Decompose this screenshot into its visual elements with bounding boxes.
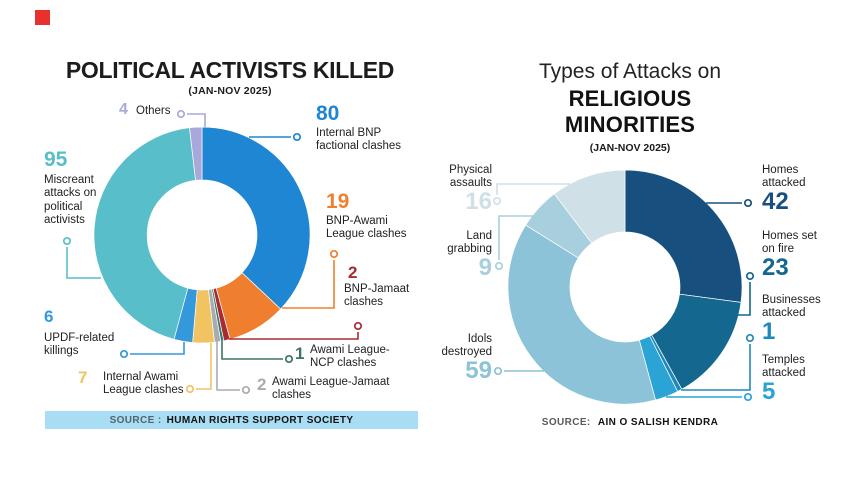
value-others: 4 bbox=[119, 101, 128, 118]
left-source-prefix: SOURCE : bbox=[109, 414, 162, 426]
brand-red-square bbox=[35, 10, 50, 25]
label-updf-related-killings: UPDF-related killings bbox=[44, 332, 115, 358]
label-others: Others bbox=[136, 105, 171, 117]
left-chart-title: POLITICAL ACTIVISTS KILLED bbox=[65, 57, 395, 83]
connector-physical-assaults bbox=[496, 183, 570, 195]
marker-idols-destroyed bbox=[493, 366, 503, 376]
right-chart-title-line1: Types of Attacks on bbox=[538, 60, 722, 83]
marker-homes-attacked bbox=[743, 198, 753, 208]
value-awami-league-jamaat-clashes: 2 bbox=[257, 375, 267, 394]
right-chart-subtitle: (JAN-NOV 2025) bbox=[589, 142, 671, 154]
right-source-name: AIN O SALISH KENDRA bbox=[597, 417, 719, 428]
marker-land-grabbing bbox=[494, 261, 504, 271]
label-temples-attacked: Temples attacked bbox=[762, 354, 806, 380]
label-physical-assaults: Physical assaults bbox=[449, 164, 492, 190]
connector-bnp-jamaat-clashes bbox=[229, 332, 359, 340]
label-internal-bnp-factional-clashes: Internal BNP factional clashes bbox=[316, 127, 402, 153]
connector-others bbox=[187, 113, 206, 127]
left-chart-subtitle: (JAN-NOV 2025) bbox=[188, 85, 272, 97]
value-updf-related-killings: 6 bbox=[44, 307, 54, 326]
segment-homes-attacked bbox=[624, 169, 743, 303]
connector-bnp-awami-league-clashes bbox=[282, 260, 335, 309]
value-bnp-jamaat-clashes: 2 bbox=[348, 263, 358, 282]
right-chart-title-line3: MINORITIES bbox=[564, 112, 696, 137]
label-businesses-attacked: Businesses attacked bbox=[762, 294, 821, 320]
label-homes-attacked: Homes attacked bbox=[762, 164, 806, 190]
value-homes-set-on-fire: 23 bbox=[762, 254, 789, 281]
value-awami-league-ncp-clashes: 1 bbox=[295, 344, 305, 363]
left-source-bar: SOURCE : HUMAN RIGHTS SUPPORT SOCIETY bbox=[45, 411, 418, 429]
value-physical-assaults: 16 bbox=[465, 188, 492, 215]
marker-internal-awami-league-clashes bbox=[185, 384, 195, 394]
value-homes-attacked: 42 bbox=[762, 188, 789, 215]
marker-physical-assaults bbox=[492, 196, 502, 206]
value-idols-destroyed: 59 bbox=[465, 357, 492, 384]
connector-internal-awami-league-clashes bbox=[196, 343, 212, 390]
value-businesses-attacked: 1 bbox=[762, 318, 776, 345]
connector-businesses-attacked bbox=[681, 344, 751, 391]
value-internal-bnp-factional-clashes: 80 bbox=[316, 102, 340, 125]
label-land-grabbing: Land grabbing bbox=[447, 230, 492, 256]
value-temples-attacked: 5 bbox=[762, 378, 776, 405]
segment-idols-destroyed bbox=[507, 224, 656, 405]
right-source-prefix: SOURCE: bbox=[541, 417, 591, 428]
segment-miscreant-attacks bbox=[93, 127, 196, 340]
marker-miscreant-attacks bbox=[62, 236, 72, 246]
segment-physical-assaults bbox=[553, 169, 626, 244]
left-source-name: HUMAN RIGHTS SUPPORT SOCIETY bbox=[166, 414, 354, 426]
value-bnp-awami-league-clashes: 19 bbox=[326, 190, 350, 213]
label-miscreant-attacks: Miscreant attacks on political activists bbox=[44, 174, 97, 226]
marker-internal-bnp-factional-clashes bbox=[292, 132, 302, 142]
marker-bnp-jamaat-clashes bbox=[353, 321, 363, 331]
label-awami-league-ncp-clashes: Awami League- NCP clashes bbox=[310, 344, 390, 370]
label-bnp-awami-league-clashes: BNP-Awami League clashes bbox=[326, 215, 407, 241]
marker-temples-attacked bbox=[743, 392, 753, 402]
connector-updf-related-killings bbox=[130, 342, 185, 355]
label-homes-set-on-fire: Homes set on fire bbox=[762, 230, 817, 256]
connector-miscreant-attacks bbox=[66, 247, 101, 279]
label-internal-awami-league-clashes: Internal Awami League clashes bbox=[103, 371, 184, 397]
marker-awami-league-jamaat-clashes bbox=[241, 385, 251, 395]
marker-homes-set-on-fire bbox=[745, 271, 755, 281]
value-miscreant-attacks: 95 bbox=[44, 148, 68, 171]
label-awami-league-jamaat-clashes: Awami League-Jamaat clashes bbox=[272, 376, 390, 402]
value-land-grabbing: 9 bbox=[478, 254, 492, 281]
connector-land-grabbing bbox=[498, 215, 538, 260]
connector-homes-set-on-fire bbox=[738, 282, 751, 316]
connector-awami-league-jamaat-clashes bbox=[216, 341, 240, 391]
right-source: SOURCE: AIN O SALISH KENDRA bbox=[455, 417, 805, 428]
marker-businesses-attacked bbox=[745, 333, 755, 343]
marker-updf-related-killings bbox=[119, 349, 129, 359]
segment-others bbox=[189, 126, 203, 181]
label-idols-destroyed: Idols destroyed bbox=[441, 333, 492, 359]
marker-others bbox=[176, 109, 186, 119]
right-chart-title-line2: RELIGIOUS bbox=[568, 86, 692, 111]
label-bnp-jamaat-clashes: BNP-Jamaat clashes bbox=[344, 283, 410, 309]
value-internal-awami-league-clashes: 7 bbox=[78, 368, 88, 387]
connector-awami-league-ncp-clashes bbox=[221, 341, 283, 360]
segment-internal-bnp-factional-clashes bbox=[201, 126, 311, 310]
marker-awami-league-ncp-clashes bbox=[284, 354, 294, 364]
marker-bnp-awami-league-clashes bbox=[329, 249, 339, 259]
